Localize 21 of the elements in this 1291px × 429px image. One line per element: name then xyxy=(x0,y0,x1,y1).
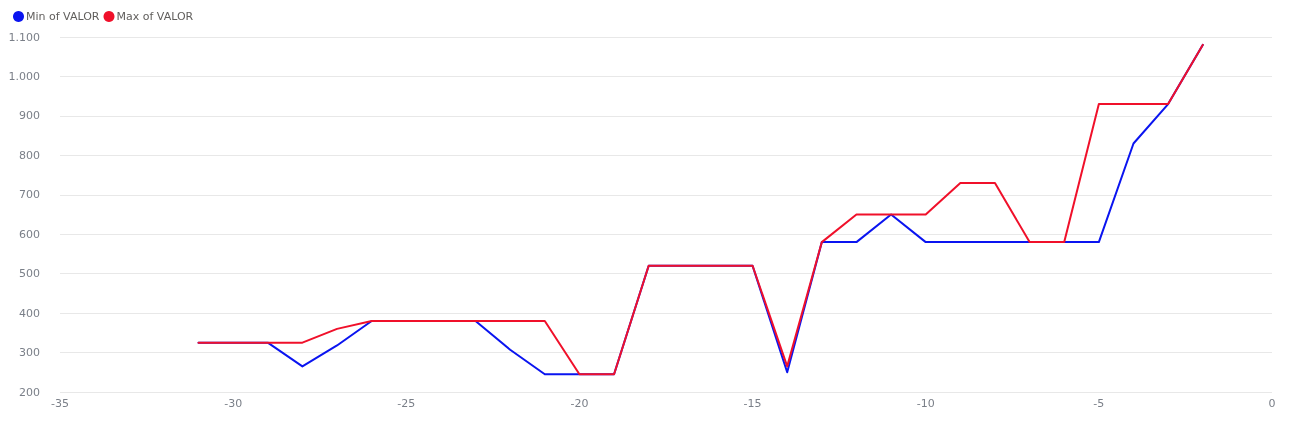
y-tick-label: 1.100 xyxy=(8,30,40,44)
x-tick-label: -5 xyxy=(1093,397,1105,410)
y-tick-label: 1.000 xyxy=(8,69,40,83)
y-tick-label: 300 xyxy=(19,346,40,360)
x-tick-label: -25 xyxy=(397,397,416,410)
y-tick-label: 400 xyxy=(19,306,40,320)
y-tick-label: 700 xyxy=(19,188,40,202)
y-tick-label: 800 xyxy=(19,148,40,162)
y-tick-label: 200 xyxy=(19,385,40,399)
legend-label: Min of VALOR xyxy=(26,10,100,23)
y-tick-label: 600 xyxy=(19,227,40,241)
legend-label: Max of VALOR xyxy=(116,10,194,23)
x-tick-label: 0 xyxy=(1268,397,1276,410)
x-tick-label: -15 xyxy=(743,397,762,410)
x-tick-label: -30 xyxy=(224,397,243,410)
line-series xyxy=(197,43,1204,376)
x-tick-label: -10 xyxy=(916,397,935,410)
x-tick-label: -20 xyxy=(570,397,589,410)
x-tick-label: -35 xyxy=(51,397,69,410)
y-tick-label: 500 xyxy=(19,267,40,281)
y-tick-label: 900 xyxy=(19,109,40,123)
